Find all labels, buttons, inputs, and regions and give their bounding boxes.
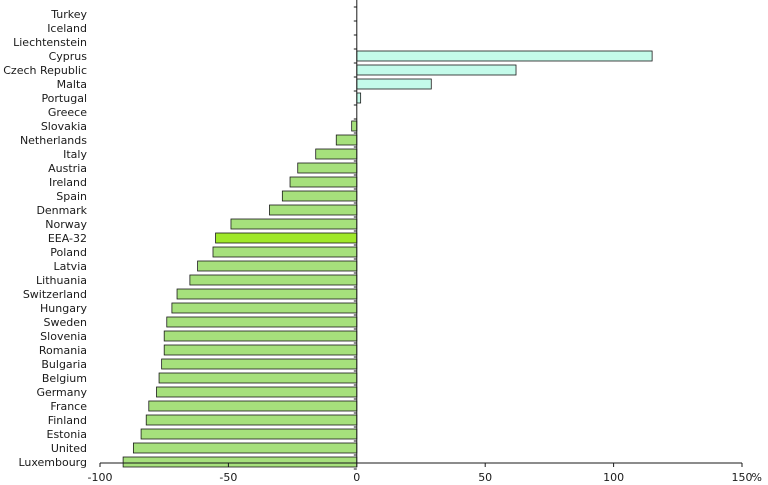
bar-eea-32: [215, 232, 358, 244]
bar-switzerland: [176, 288, 358, 300]
bar-ireland: [289, 176, 358, 188]
bar-united: [132, 442, 358, 454]
category-label-netherlands: Netherlands: [20, 134, 87, 147]
category-label-liechtenstein: Liechtenstein: [13, 36, 87, 49]
bars-group: [122, 50, 653, 468]
bar-germany: [156, 386, 358, 398]
axes-group: -100 -50 0 50 100 150%: [88, 0, 762, 484]
bar-slovakia: [351, 120, 358, 132]
bar-poland: [212, 246, 358, 258]
category-label-sweden: Sweden: [44, 316, 87, 329]
bar-austria: [297, 162, 358, 174]
x-tick-label: 100: [603, 471, 624, 484]
category-label-slovenia: Slovenia: [40, 330, 87, 343]
bar-cyprus: [356, 50, 653, 62]
category-label-malta: Malta: [57, 78, 87, 91]
bar-estonia: [140, 428, 358, 440]
bar-netherlands: [335, 134, 358, 146]
bar-portugal: [356, 92, 362, 104]
bar-finland: [145, 414, 358, 426]
category-label-france: France: [50, 400, 87, 413]
category-label-greece: Greece: [48, 106, 87, 119]
category-label-luxembourg: Luxembourg: [18, 456, 87, 469]
category-label-ireland: Ireland: [49, 176, 87, 189]
category-label-finland: Finland: [48, 414, 87, 427]
category-label-switzerland: Switzerland: [23, 288, 87, 301]
category-label-poland: Poland: [50, 246, 87, 259]
bar-luxembourg: [122, 456, 358, 468]
category-label-lithuania: Lithuania: [36, 274, 87, 287]
category-label-united: United: [51, 442, 87, 455]
category-label-bulgaria: Bulgaria: [41, 358, 87, 371]
category-label-germany: Germany: [36, 386, 87, 399]
category-label-eea-32: EEA-32: [48, 232, 87, 245]
x-tick-label: 150: [732, 471, 753, 484]
bar-hungary: [171, 302, 358, 314]
category-label-austria: Austria: [48, 162, 87, 175]
bar-belgium: [158, 372, 358, 384]
bar-france: [148, 400, 358, 412]
category-label-norway: Norway: [45, 218, 87, 231]
bar-czech-republic: [356, 64, 517, 76]
category-label-cyprus: Cyprus: [49, 50, 88, 63]
bar-romania: [163, 344, 358, 356]
bar-lithuania: [189, 274, 358, 286]
bar-sweden: [166, 316, 358, 328]
category-label-portugal: Portugal: [41, 92, 87, 105]
bar-slovenia: [163, 330, 358, 342]
x-axis-unit-label: %: [752, 471, 762, 484]
category-label-spain: Spain: [56, 190, 87, 203]
bar-latvia: [197, 260, 358, 272]
category-label-belgium: Belgium: [42, 372, 87, 385]
category-label-iceland: Iceland: [47, 22, 87, 35]
category-label-slovakia: Slovakia: [41, 120, 87, 133]
category-label-romania: Romania: [39, 344, 87, 357]
bar-bulgaria: [161, 358, 358, 370]
bar-denmark: [269, 204, 358, 216]
category-label-hungary: Hungary: [40, 302, 87, 315]
category-label-czech-republic: Czech Republic: [3, 64, 87, 77]
bar-italy: [315, 148, 358, 160]
x-tick-label: -100: [88, 471, 113, 484]
x-tick-label: 0: [353, 471, 360, 484]
category-label-estonia: Estonia: [47, 428, 88, 441]
category-label-italy: Italy: [63, 148, 87, 161]
category-label-turkey: Turkey: [50, 8, 87, 21]
bar-spain: [281, 190, 358, 202]
x-tick-label: 50: [478, 471, 492, 484]
bar-norway: [230, 218, 358, 230]
category-label-denmark: Denmark: [36, 204, 87, 217]
x-tick-label: -50: [219, 471, 237, 484]
bar-malta: [356, 78, 432, 90]
category-label-latvia: Latvia: [54, 260, 88, 273]
